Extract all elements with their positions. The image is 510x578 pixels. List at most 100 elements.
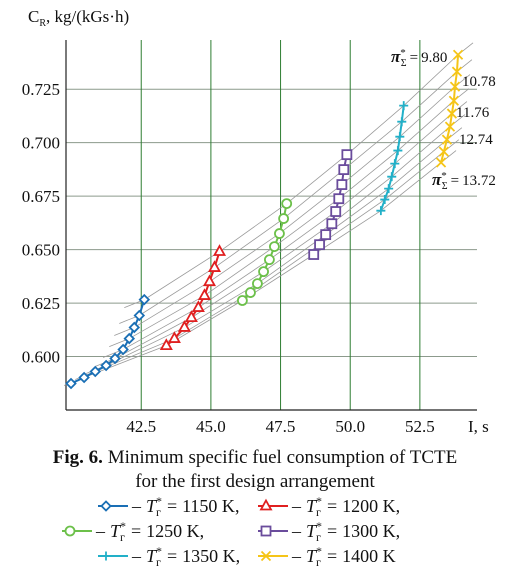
- x-tick-label: 42.5: [126, 417, 156, 436]
- y-label-sub: R: [39, 18, 46, 29]
- marker: [451, 66, 463, 77]
- annotation-value: 9.80: [421, 50, 447, 66]
- pi-base: π: [432, 170, 442, 189]
- marker: [260, 525, 272, 537]
- marker: [390, 159, 400, 169]
- marker: [133, 309, 146, 322]
- marker: [269, 241, 280, 253]
- marker: [314, 239, 325, 251]
- x-axis-label: I, s: [468, 417, 489, 436]
- legend-sup: *: [156, 544, 162, 558]
- iso-line: [124, 42, 474, 309]
- annotation: 10.78: [462, 74, 496, 90]
- iso-line: [114, 74, 471, 336]
- pi-sup: *: [441, 170, 447, 182]
- legend-dash: –: [291, 546, 302, 566]
- x-tick-label: 52.5: [405, 417, 435, 436]
- marker: [213, 244, 227, 256]
- marker: [138, 293, 151, 306]
- legend-sub: г: [156, 505, 161, 519]
- legend-entry: – T* г = 1350 K,: [131, 544, 240, 569]
- legend-t: T: [306, 496, 318, 516]
- legend-name: 1400 K: [342, 546, 396, 566]
- marker: [177, 320, 191, 332]
- iso-line: [109, 88, 470, 347]
- marker: [376, 206, 386, 216]
- x-tick-label: 45.0: [196, 417, 226, 436]
- marker: [260, 550, 272, 562]
- marker: [438, 146, 449, 157]
- marker: [128, 321, 141, 334]
- marker: [78, 371, 90, 384]
- marker: [264, 254, 275, 266]
- legend-dash: –: [131, 496, 142, 516]
- marker: [446, 108, 458, 119]
- annotation: π* Σ = 9.80: [391, 47, 447, 69]
- marker: [308, 249, 320, 260]
- legend-eq: =: [167, 496, 177, 516]
- legend-eq: =: [327, 521, 337, 541]
- marker: [100, 500, 112, 512]
- caption-line2: for the first design arrangement: [135, 471, 375, 492]
- legend-eq: =: [327, 546, 337, 566]
- marker: [65, 377, 77, 390]
- legend-separator: ,: [200, 521, 205, 541]
- iso-line: [119, 59, 473, 324]
- pi-sub: Σ: [401, 58, 407, 69]
- pi-base: π: [391, 47, 401, 66]
- x-tick-label: 47.5: [266, 417, 296, 436]
- marker: [320, 229, 332, 241]
- legend-dash: –: [131, 546, 142, 566]
- marker: [341, 149, 353, 161]
- iso-line: [94, 114, 466, 367]
- legend-dash: –: [95, 521, 106, 541]
- caption-text: Minimum specific fuel consumption of TCT…: [108, 447, 458, 468]
- annotation: 11.76: [456, 105, 490, 121]
- legend-sup: *: [156, 494, 162, 508]
- marker: [123, 332, 136, 345]
- marker: [252, 278, 263, 290]
- marker: [281, 198, 293, 210]
- marker: [64, 525, 76, 537]
- annotation-value: 12.74: [459, 132, 493, 148]
- marker: [109, 352, 121, 365]
- marker: [435, 157, 447, 168]
- y-tick-label: 0.625: [22, 294, 60, 313]
- legend-eq: =: [131, 521, 141, 541]
- marker: [444, 121, 456, 132]
- y-axis-label: CR, kg/(kGs·h): [28, 7, 129, 29]
- legend-t: T: [306, 546, 318, 566]
- legend-t: T: [306, 521, 318, 541]
- y-tick-label: 0.650: [22, 241, 60, 260]
- legend-sup: *: [316, 544, 322, 558]
- legend-t: T: [146, 546, 158, 566]
- y-label-rest: , kg/(kGs·h): [46, 7, 129, 26]
- y-tick-label: 0.600: [22, 348, 60, 367]
- marker: [274, 228, 285, 239]
- legend-dash: –: [291, 521, 302, 541]
- legend-eq: =: [327, 496, 337, 516]
- legend-name: 1200 K: [342, 496, 396, 516]
- marker: [326, 218, 338, 230]
- y-label-base: C: [28, 7, 39, 26]
- marker: [338, 164, 350, 176]
- marker: [397, 117, 407, 127]
- marker: [452, 49, 464, 60]
- y-tick-label: 0.675: [22, 187, 60, 206]
- annotation-value: 13.72: [462, 173, 496, 189]
- legend-sub: г: [120, 530, 125, 544]
- legend-separator: ,: [235, 496, 240, 516]
- legend-t: T: [110, 521, 122, 541]
- pi-eq: =: [410, 50, 418, 66]
- y-tick-label: 0.700: [22, 134, 60, 153]
- legend-entry: – T* г = 1150 K,: [131, 494, 239, 519]
- marker: [191, 300, 205, 312]
- marker: [117, 343, 129, 356]
- marker: [100, 359, 112, 372]
- x-tick-label: 50.0: [335, 417, 365, 436]
- annotation: π* Σ = 13.72: [432, 170, 496, 192]
- legend-entry: – T* г = 1200 K,: [291, 494, 400, 519]
- marker: [380, 195, 390, 205]
- marker: [448, 95, 460, 106]
